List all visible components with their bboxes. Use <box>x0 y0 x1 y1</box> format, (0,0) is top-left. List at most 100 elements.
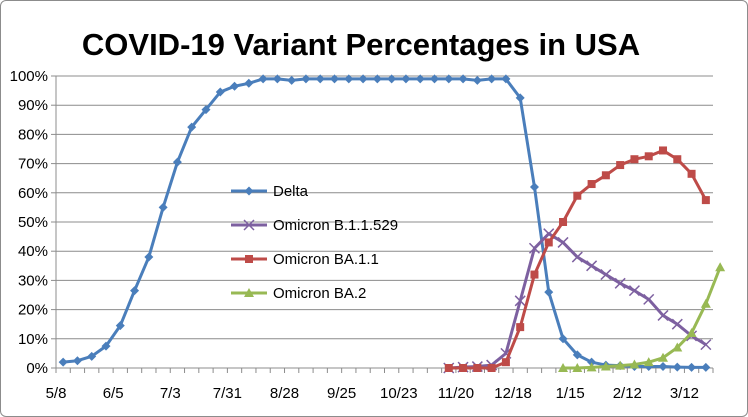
data-point <box>672 362 682 372</box>
data-point <box>515 93 525 103</box>
data-point <box>700 298 711 308</box>
data-point <box>586 260 598 272</box>
data-point <box>72 356 82 366</box>
data-point <box>215 87 225 97</box>
legend: Delta Omicron B.1.1.529 Omicron BA.1.1 Omic… <box>231 183 398 302</box>
data-point <box>658 362 668 372</box>
data-point <box>715 262 726 272</box>
data-point <box>672 342 683 352</box>
series-line <box>563 266 722 370</box>
data-point <box>501 74 511 84</box>
x-tick-label: 2/12 <box>613 385 642 402</box>
data-point <box>700 339 712 351</box>
data-point <box>415 74 425 84</box>
series-line <box>62 77 706 369</box>
legend-entry: Omicron B.1.1.529 <box>231 217 398 234</box>
data-point <box>530 270 539 279</box>
legend-label: Delta <box>273 183 309 200</box>
data-point <box>600 269 612 281</box>
data-point <box>101 341 111 351</box>
x-tick-label: 1/15 <box>556 385 585 402</box>
data-point <box>673 155 682 164</box>
series-omicron-ba-2 <box>558 262 726 372</box>
data-point <box>643 293 655 305</box>
grid-lines <box>56 75 713 340</box>
legend-entry: Omicron BA.1.1 <box>231 251 379 268</box>
data-point <box>344 74 354 84</box>
x-tick-label: 3/12 <box>670 385 699 402</box>
data-point <box>600 361 611 371</box>
data-point <box>158 202 168 212</box>
series-delta <box>58 74 711 372</box>
x-tick-label: 11/20 <box>438 385 474 402</box>
y-tick-label: 80% <box>18 126 48 143</box>
data-point <box>587 357 597 367</box>
data-point <box>687 169 696 178</box>
data-point <box>701 196 710 205</box>
data-point <box>115 321 125 331</box>
x-tick-label: 8/28 <box>270 385 299 402</box>
data-point <box>573 191 582 200</box>
legend-marker <box>245 255 253 263</box>
data-point <box>472 75 482 85</box>
data-point <box>557 236 569 248</box>
series-line <box>448 232 707 370</box>
data-point <box>615 360 626 370</box>
data-point <box>230 81 240 91</box>
series <box>58 74 726 374</box>
data-point <box>487 74 497 84</box>
data-point <box>571 251 583 263</box>
data-point <box>658 352 669 362</box>
legend-marker <box>243 219 255 231</box>
y-tick-label: 0% <box>26 360 48 377</box>
legend-marker <box>244 186 254 196</box>
data-point <box>559 218 568 226</box>
data-point <box>301 74 311 84</box>
x-tick-label: 7/31 <box>213 385 242 402</box>
data-point <box>144 252 154 262</box>
data-point <box>272 74 282 84</box>
data-point <box>644 152 653 161</box>
legend-label: Omicron BA.1.1 <box>273 251 379 268</box>
data-point <box>358 74 368 84</box>
y-tick-label: 40% <box>18 243 48 260</box>
data-point <box>514 295 526 307</box>
data-point <box>187 122 197 132</box>
chart-title: COVID-19 Variant Percentages in USA <box>82 27 640 62</box>
legend-label: Omicron BA.2 <box>273 285 366 302</box>
x-tick-label: 5/8 <box>46 385 67 402</box>
legend-label: Omicron B.1.1.529 <box>273 217 398 234</box>
axes: 0% 10% 20% 30% 40% 50% 60% 70% 80% 90% 100% 5/8 6/5 7… <box>10 68 714 402</box>
data-point <box>572 350 582 360</box>
data-point <box>258 74 268 84</box>
data-point <box>459 364 468 372</box>
data-point <box>501 358 510 367</box>
legend-marker <box>244 288 254 297</box>
x-tick-label: 10/23 <box>380 385 418 402</box>
x-tick-label: 12/18 <box>494 385 532 402</box>
series-line <box>448 148 708 370</box>
data-point <box>172 157 182 167</box>
data-point <box>558 334 568 344</box>
data-point <box>473 364 482 372</box>
data-point <box>516 323 525 332</box>
data-point <box>701 362 711 372</box>
data-point <box>387 74 397 84</box>
data-point <box>657 309 669 321</box>
data-point <box>629 359 640 369</box>
data-point <box>687 362 697 372</box>
x-tick-label: 6/5 <box>103 385 124 402</box>
data-point <box>401 74 411 84</box>
data-point <box>544 238 553 247</box>
data-point <box>659 146 668 155</box>
data-point <box>614 277 626 289</box>
data-point <box>458 74 468 84</box>
y-tick-label: 50% <box>18 214 48 231</box>
data-point <box>643 357 654 367</box>
data-point <box>686 327 697 337</box>
data-point <box>429 74 439 84</box>
legend-entry: Delta <box>231 183 309 200</box>
x-tick-label: 7/3 <box>160 385 181 402</box>
